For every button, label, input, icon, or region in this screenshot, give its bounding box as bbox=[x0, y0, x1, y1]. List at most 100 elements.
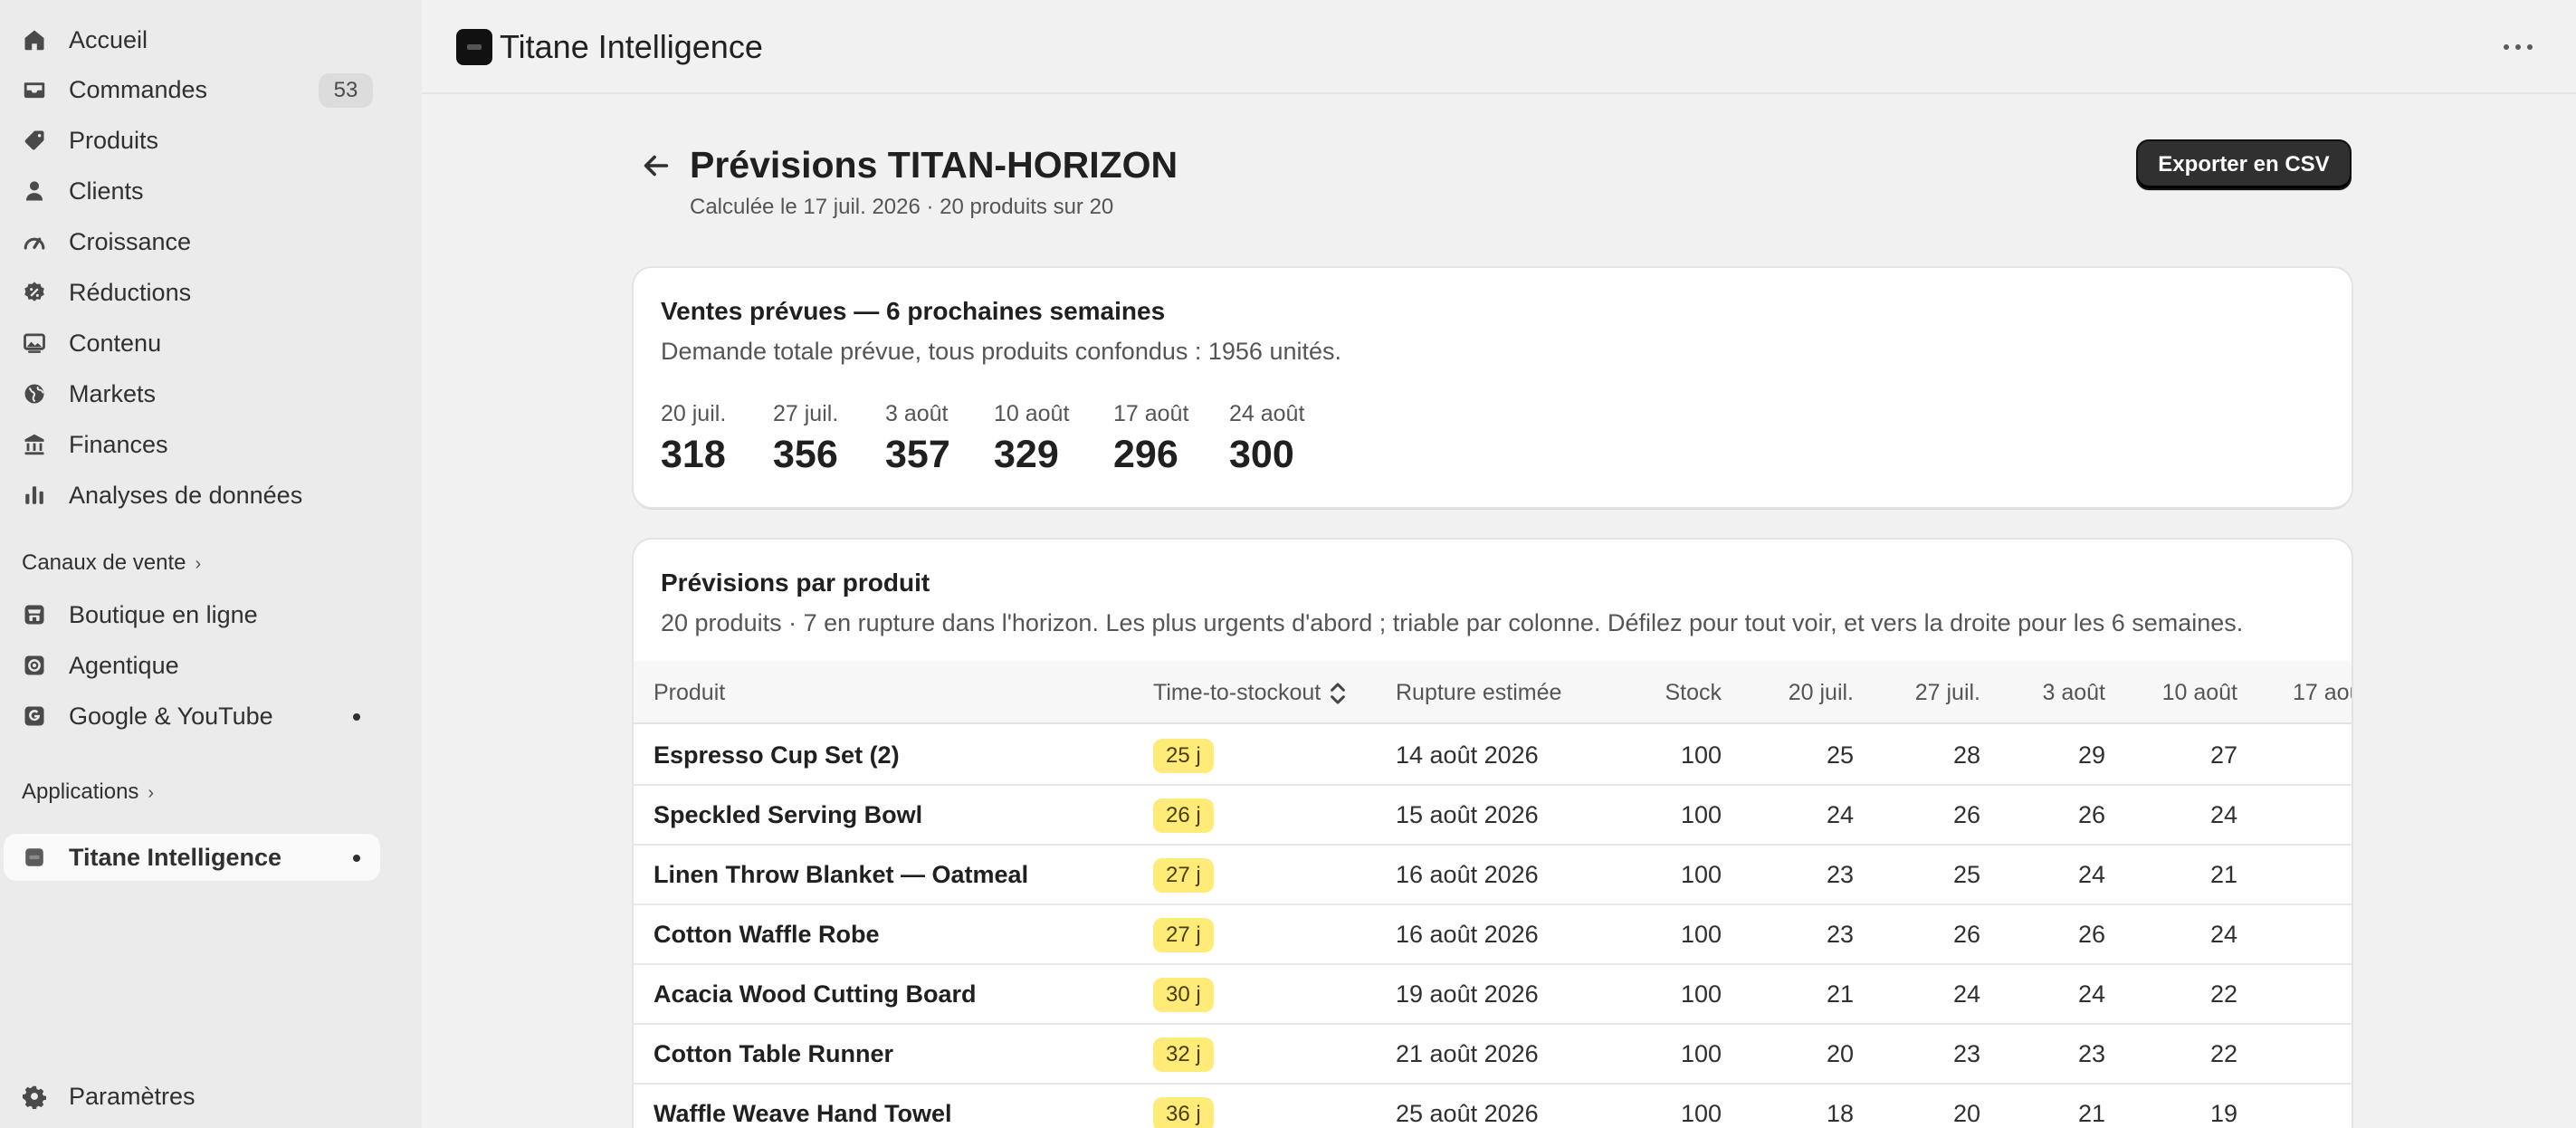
product-name: Cotton Waffle Robe bbox=[654, 921, 880, 948]
rupture-date: 14 août 2026 bbox=[1396, 741, 1539, 769]
product-name: Cotton Table Runner bbox=[654, 1040, 893, 1067]
week-forecast-cell: 29 bbox=[2077, 741, 2105, 769]
google-icon bbox=[22, 703, 47, 729]
week-label: 20 juil. bbox=[661, 401, 727, 426]
applications-section[interactable]: Applications › bbox=[22, 774, 154, 810]
time-to-stockout-badge: 30 j bbox=[1153, 978, 1214, 1012]
week-forecast-cell: 24 bbox=[2077, 861, 2105, 888]
week-forecast-cell: 23 bbox=[1826, 861, 1854, 888]
sidebar: Accueil Commandes 53 Produits Clients Cr… bbox=[0, 0, 422, 1128]
sidebar-item-label: Paramètres bbox=[69, 1083, 196, 1110]
week-forecast-cell: 2 bbox=[2237, 786, 2352, 844]
week-forecast-cell: 26 bbox=[1952, 921, 1980, 948]
column-header-week[interactable]: 20 juil. bbox=[1788, 680, 1854, 705]
product-name: Espresso Cup Set (2) bbox=[654, 741, 900, 769]
week-label: 10 août bbox=[994, 401, 1070, 426]
sidebar-item-label: Boutique en ligne bbox=[69, 601, 258, 628]
weekly-forecast-card: Ventes prévues — 6 prochaines semaines D… bbox=[634, 268, 2352, 507]
column-header-rupture[interactable]: Rupture estimée bbox=[1396, 680, 1562, 705]
week-stat: 24 août 300 bbox=[1229, 400, 1304, 478]
week-forecast-cell: 19 bbox=[2209, 1100, 2237, 1127]
time-to-stockout-badge: 27 j bbox=[1153, 918, 1214, 952]
arrow-left-icon bbox=[644, 155, 669, 177]
inbox-icon bbox=[22, 77, 47, 102]
sidebar-item-finances[interactable]: Finances bbox=[4, 421, 380, 468]
week-forecast-cell: 25 bbox=[1952, 861, 1980, 888]
export-csv-button[interactable]: Exporter en CSV bbox=[2136, 139, 2352, 190]
rupture-date: 16 août 2026 bbox=[1396, 861, 1539, 888]
table-row[interactable]: Linen Throw Blanket — Oatmeal 27 j 16 août… bbox=[634, 846, 2352, 905]
week-label: 17 août bbox=[1113, 401, 1189, 426]
column-header-label: Time-to-stockout bbox=[1153, 680, 1321, 705]
week-forecast-cell: 20 bbox=[1826, 1040, 1854, 1067]
week-forecast-cell: 27 bbox=[2209, 741, 2237, 769]
table-row[interactable]: Speckled Serving Bowl 26 j 15 août 2026 100… bbox=[634, 786, 2352, 846]
time-to-stockout-badge: 27 j bbox=[1153, 858, 1214, 893]
sidebar-item-boutique[interactable]: Boutique en ligne bbox=[4, 591, 380, 638]
status-dot bbox=[353, 855, 360, 862]
week-label: 3 août bbox=[885, 401, 949, 426]
column-header-stock[interactable]: Stock bbox=[1665, 680, 1722, 705]
sidebar-item-google-youtube[interactable]: Google & YouTube bbox=[4, 693, 380, 740]
card-description: Demande totale prévue, tous produits con… bbox=[661, 338, 1341, 365]
week-value: 356 bbox=[773, 433, 838, 476]
stock-value: 100 bbox=[1680, 861, 1722, 888]
week-forecast-cell: 23 bbox=[2077, 1040, 2105, 1067]
week-forecast-cell: 24 bbox=[1952, 980, 1980, 1008]
week-forecast-cell: 2 bbox=[2237, 965, 2352, 1023]
more-actions-button[interactable] bbox=[2498, 29, 2538, 65]
product-name: Speckled Serving Bowl bbox=[654, 801, 923, 828]
week-forecast-cell: 23 bbox=[1826, 921, 1854, 948]
week-forecast-cell: 26 bbox=[1952, 801, 1980, 828]
sidebar-item-label: Croissance bbox=[69, 228, 192, 255]
table-row[interactable]: Waffle Weave Hand Towel 36 j 25 août 2026 1… bbox=[634, 1085, 2352, 1128]
chevron-right-icon: › bbox=[148, 783, 155, 803]
sidebar-item-produits[interactable]: Produits bbox=[4, 117, 380, 164]
card-title: Prévisions par produit bbox=[661, 569, 930, 597]
week-stat: 20 juil. 318 bbox=[661, 400, 726, 478]
week-forecast-cell: 1 bbox=[2237, 1085, 2352, 1128]
time-to-stockout-badge: 36 j bbox=[1153, 1097, 1214, 1128]
bank-icon bbox=[22, 432, 47, 457]
sidebar-item-label: Accueil bbox=[69, 26, 148, 53]
page-title: Prévisions TITAN-HORIZON bbox=[690, 144, 1178, 186]
sidebar-item-titane-intelligence[interactable]: Titane Intelligence bbox=[4, 834, 380, 881]
column-header-week[interactable]: 27 juil. bbox=[1914, 680, 1980, 705]
discount-icon bbox=[22, 280, 47, 305]
back-button[interactable] bbox=[639, 148, 673, 183]
sidebar-item-contenu[interactable]: Contenu bbox=[4, 320, 380, 367]
tag-icon bbox=[22, 128, 47, 153]
sidebar-item-label: Finances bbox=[69, 431, 168, 458]
week-forecast-cell: 21 bbox=[2209, 861, 2237, 888]
rupture-date: 16 août 2026 bbox=[1396, 921, 1539, 948]
sidebar-item-label: Réductions bbox=[69, 279, 192, 306]
sidebar-item-croissance[interactable]: Croissance bbox=[4, 218, 380, 265]
column-header-week[interactable]: 17 août bbox=[2293, 680, 2352, 705]
column-header-week[interactable]: 10 août bbox=[2161, 680, 2237, 705]
column-header-week[interactable]: 3 août bbox=[2042, 680, 2105, 705]
sidebar-item-parametres[interactable]: Paramètres bbox=[4, 1073, 380, 1120]
stock-value: 100 bbox=[1680, 1100, 1722, 1127]
sidebar-item-commandes[interactable]: Commandes 53 bbox=[4, 66, 380, 113]
table-row[interactable]: Cotton Waffle Robe 27 j 16 août 2026 100 23 2… bbox=[634, 905, 2352, 965]
column-header-produit[interactable]: Produit bbox=[654, 680, 726, 705]
table-row[interactable]: Cotton Table Runner 32 j 21 août 2026 100 20… bbox=[634, 1025, 2352, 1085]
rupture-date: 21 août 2026 bbox=[1396, 1040, 1539, 1067]
sidebar-item-label: Markets bbox=[69, 380, 157, 407]
week-value: 329 bbox=[994, 433, 1059, 476]
sidebar-item-markets[interactable]: Markets bbox=[4, 370, 380, 417]
sidebar-item-accueil[interactable]: Accueil bbox=[4, 16, 380, 63]
product-forecast-card: Prévisions par produit 20 produits · 7 e… bbox=[634, 540, 2352, 1128]
week-value: 357 bbox=[885, 433, 950, 476]
table-row[interactable]: Espresso Cup Set (2) 25 j 14 août 2026 100 2… bbox=[634, 726, 2352, 786]
sidebar-item-reductions[interactable]: Réductions bbox=[4, 269, 380, 316]
sidebar-item-agentique[interactable]: Agentique bbox=[4, 642, 380, 689]
sidebar-item-analyses[interactable]: Analyses de données bbox=[4, 472, 380, 519]
week-forecast-cell: 20 bbox=[1952, 1100, 1980, 1127]
table-row[interactable]: Acacia Wood Cutting Board 30 j 19 août 202… bbox=[634, 965, 2352, 1025]
time-to-stockout-badge: 26 j bbox=[1153, 798, 1214, 833]
sidebar-item-clients[interactable]: Clients bbox=[4, 167, 380, 215]
sales-channels-section[interactable]: Canaux de vente › bbox=[22, 545, 201, 581]
column-header-time-to-stockout[interactable]: Time-to-stockout bbox=[1153, 661, 1348, 724]
product-name: Acacia Wood Cutting Board bbox=[654, 980, 977, 1008]
